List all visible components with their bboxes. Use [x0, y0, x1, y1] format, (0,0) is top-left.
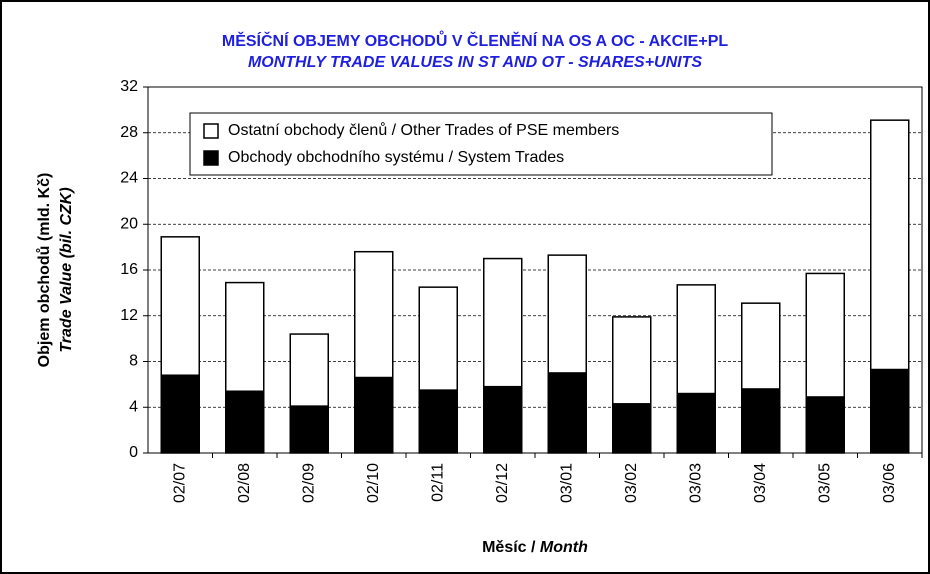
bar-segment: [483, 257, 523, 388]
bar-segment: [418, 286, 458, 391]
x-axis-label: Měsíc / Month: [482, 539, 588, 556]
bar-segment: [418, 389, 458, 454]
bar-segment: [160, 236, 200, 376]
bar-segment: [612, 316, 652, 405]
bar-segment: [741, 388, 781, 454]
y-tick-label: 0: [129, 444, 138, 461]
bar-segment: [870, 119, 910, 371]
x-axis-label-part: Měsíc /: [482, 539, 540, 556]
y-axis-label: Objem obchodů (mld. Kč): [36, 173, 53, 368]
legend-box: [189, 112, 773, 176]
bar-segment: [870, 368, 910, 454]
y-tick-label: 20: [120, 215, 138, 232]
x-tick-label: 03/06: [881, 463, 898, 503]
y-axis-label: Trade Value (bil. CZK): [58, 187, 75, 352]
y-tick-label: 4: [129, 398, 138, 415]
x-tick-label: 03/02: [623, 463, 640, 503]
legend-swatch: [203, 150, 219, 166]
y-tick-label: 28: [120, 124, 138, 141]
y-tick-label: 12: [120, 307, 138, 324]
chart-subtitle: MONTHLY TRADE VALUES IN ST AND OT - SHAR…: [248, 54, 702, 71]
bar-segment: [547, 254, 587, 374]
y-tick-label: 8: [129, 353, 138, 370]
chart-title: MĚSÍČNÍ OBJEMY OBCHODŮ V ČLENĚNÍ NA OS A…: [222, 30, 729, 50]
bar-segment: [289, 333, 329, 407]
bar-segment: [676, 284, 716, 395]
x-tick-label: 03/05: [816, 463, 833, 503]
bar-segment: [547, 372, 587, 454]
legend-swatch: [203, 123, 219, 139]
x-tick-label: 03/04: [752, 463, 769, 503]
bar-segment: [805, 272, 845, 398]
x-tick-label: 02/09: [300, 463, 317, 503]
y-tick-label: 24: [120, 170, 138, 187]
y-tick-label: 16: [120, 261, 138, 278]
x-tick-label: 02/11: [429, 463, 446, 502]
x-tick-label: 02/07: [171, 463, 188, 503]
legend-label: Obchody obchodního systému / System Trad…: [228, 149, 564, 166]
x-tick-label: 03/01: [558, 463, 575, 503]
plot-border: [147, 86, 923, 454]
bar-segment: [289, 405, 329, 454]
bar-segment: [805, 396, 845, 454]
bar-segment: [225, 281, 265, 392]
x-tick-label: 02/10: [365, 463, 382, 503]
bar-segment: [225, 390, 265, 454]
bar-segment: [612, 403, 652, 454]
bar-segment: [354, 250, 394, 379]
x-axis-label-part: Month: [540, 539, 588, 556]
legend-label: Ostatní obchody členů / Other Trades of …: [228, 121, 619, 139]
bar-segment: [741, 302, 781, 390]
x-tick-label: 03/03: [687, 463, 704, 503]
y-tick-label: 32: [120, 78, 138, 95]
bar-segment: [160, 374, 200, 454]
bar-segment: [354, 376, 394, 454]
x-tick-label: 02/08: [236, 463, 253, 503]
bar-segment: [483, 385, 523, 454]
x-tick-label: 02/12: [494, 463, 511, 503]
bar-segment: [676, 392, 716, 454]
